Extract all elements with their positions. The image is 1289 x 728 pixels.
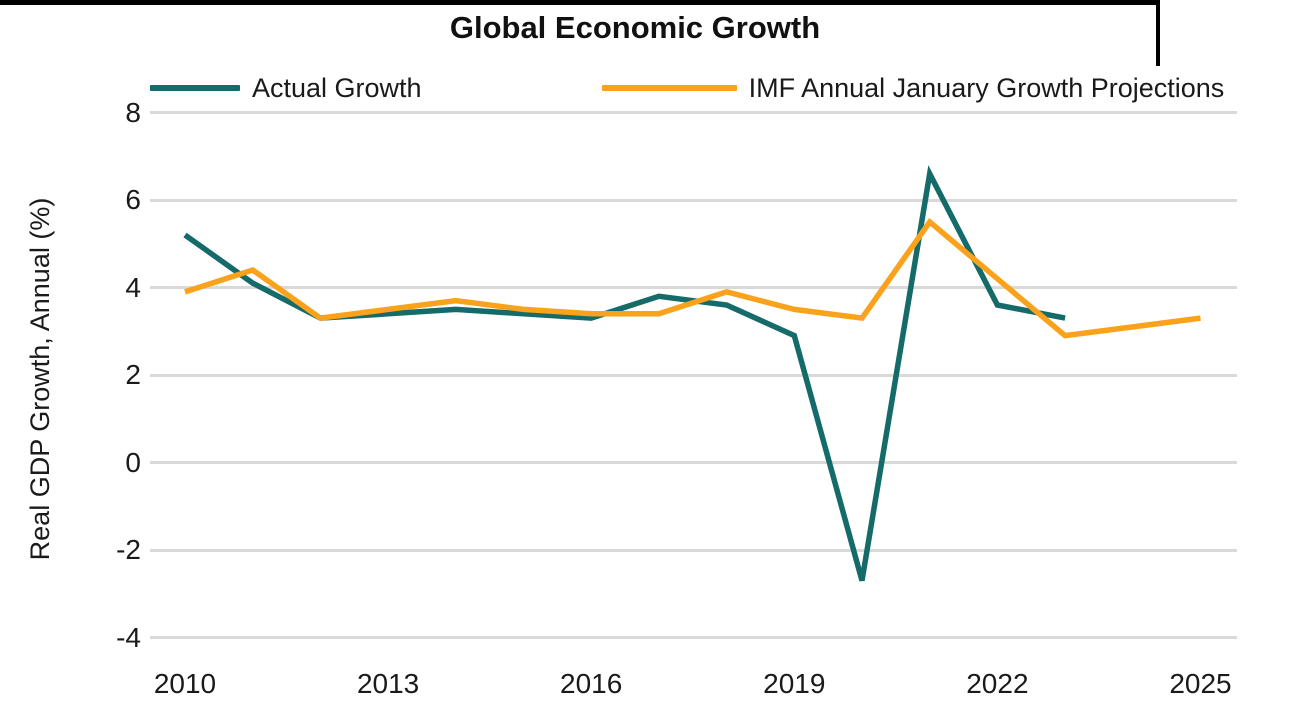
y-tick-label: 8 [125, 96, 141, 128]
gridline [150, 373, 1237, 377]
gridline [150, 548, 1237, 552]
series-line-imf-projections [184, 217, 1201, 339]
y-tick-label: 6 [125, 184, 141, 215]
y-tick-label: -2 [116, 534, 141, 565]
gridline [150, 286, 1237, 289]
y-tick-label: 0 [125, 446, 141, 478]
x-tick-label: 2019 [763, 668, 826, 699]
gridline [150, 198, 1237, 202]
legend: Actual Growth IMF Annual January Growth … [150, 70, 1224, 106]
legend-label-actual: Actual Growth [252, 72, 422, 103]
x-tick-label: 2016 [560, 668, 623, 699]
x-tick-label: 2022 [966, 668, 1029, 699]
legend-line-swatch-actual [150, 85, 240, 91]
y-tick-label: -4 [116, 621, 141, 653]
gridline [150, 111, 1237, 114]
x-tick-label: 2010 [153, 668, 217, 699]
y-tick-label: 2 [125, 359, 141, 390]
legend-label-projections: IMF Annual January Growth Projections [748, 72, 1225, 103]
y-tick-label: 4 [125, 271, 141, 303]
gridline [150, 461, 1237, 464]
chart-title: Global Economic Growth [449, 10, 821, 45]
legend-line-swatch-projections [601, 85, 737, 91]
series-line-actual-growth [183, 165, 1066, 582]
gridline [150, 636, 1237, 639]
x-tick-label: 2025 [1169, 668, 1232, 699]
top-border-corner [1156, 0, 1160, 66]
top-border-bar [0, 0, 1156, 5]
x-tick-label: 2013 [356, 668, 420, 699]
